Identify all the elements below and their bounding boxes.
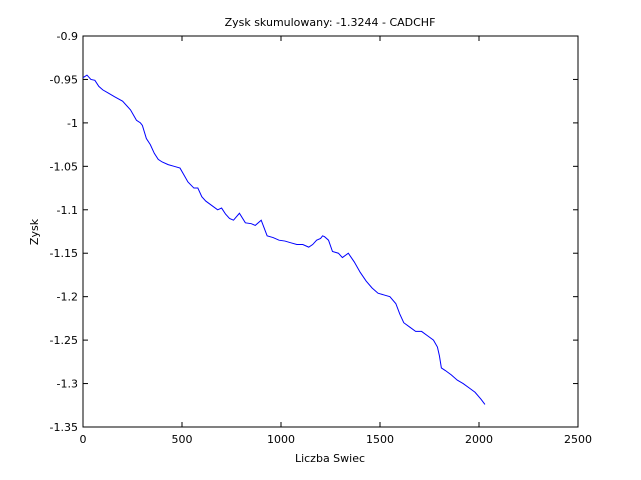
y-tick-label: -1.1 (57, 204, 78, 217)
y-tick-label: -0.95 (50, 73, 78, 86)
y-tick-label: -0.9 (57, 30, 78, 43)
y-tick-label: -1.3 (57, 378, 78, 391)
y-tick-label: -1 (67, 117, 78, 130)
x-tick-label: 500 (172, 433, 193, 446)
y-tick-label: -1.25 (50, 334, 78, 347)
x-tick-label: 1500 (366, 433, 394, 446)
x-tick-label: 2500 (564, 433, 592, 446)
y-tick-label: -1.35 (50, 421, 78, 434)
x-tick-label: 1000 (267, 433, 295, 446)
x-tick-label: 0 (80, 433, 87, 446)
x-axis-tick-labels: 0 500 1000 1500 2000 2500 (80, 433, 593, 446)
y-tick-label: -1.05 (50, 160, 78, 173)
series-line (82, 74, 486, 405)
axis-ticks (82, 35, 579, 428)
x-axis-label: Liczba Swiec (295, 452, 365, 465)
y-axis-tick-labels: -0.9 -0.95 -1 -1.05 -1.1 -1.15 -1.2 -1.25 -1.3 -1… (50, 30, 78, 434)
y-axis-label: Zysk (28, 218, 41, 245)
x-tick-label: 2000 (465, 433, 493, 446)
plot-area (82, 35, 579, 428)
y-tick-label: -1.15 (50, 247, 78, 260)
chart-title: Zysk skumulowany: -1.3244 - CADCHF (225, 16, 436, 29)
y-tick-label: -1.2 (57, 291, 78, 304)
